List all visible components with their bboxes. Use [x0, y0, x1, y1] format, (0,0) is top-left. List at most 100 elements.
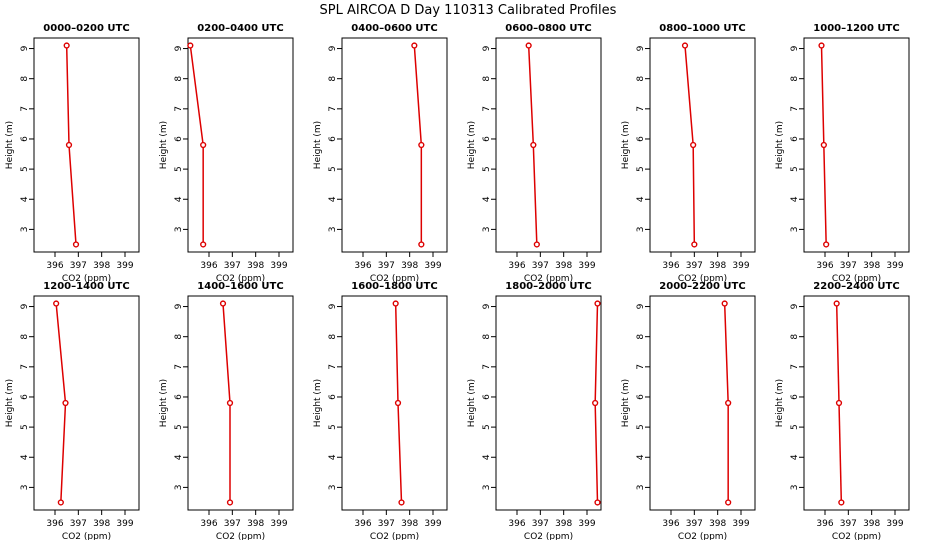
- y-axis-label: Height (m): [5, 379, 15, 427]
- x-axis-label: CO2 (ppm): [678, 274, 727, 284]
- co2-data-point: [820, 141, 827, 149]
- y-tick-label: 7: [636, 106, 646, 112]
- y-tick-label: 3: [790, 485, 800, 491]
- co2-data-point: [690, 141, 697, 149]
- y-tick-label: 9: [174, 45, 184, 51]
- x-tick-label: 397: [532, 519, 549, 529]
- plot-frame: [649, 295, 756, 511]
- co2-data-point: [394, 399, 402, 407]
- y-tick-label: 7: [174, 106, 184, 112]
- co2-data-point: [398, 499, 405, 506]
- y-tick-label: 7: [636, 364, 646, 370]
- y-tick-label: 6: [790, 136, 800, 142]
- panel-title: 1600–1800 UTC: [351, 281, 437, 292]
- y-tick-label: 6: [174, 136, 184, 142]
- panel-title: 1200–1400 UTC: [43, 281, 129, 292]
- x-tick-label: 396: [816, 261, 833, 271]
- co2-data-point: [594, 300, 601, 307]
- y-tick-label: 8: [174, 76, 184, 82]
- co2-data-point: [835, 399, 843, 407]
- plot-frame: [495, 295, 602, 511]
- x-tick-label: 399: [886, 519, 903, 529]
- y-axis-label: Height (m): [467, 379, 477, 427]
- profile-panel: 0800–1000 UTC 396 397 398 399 3 4 5 6 7 8 9 CO2 (ppm…: [621, 23, 756, 284]
- profile-panel: 2200–2400 UTC 396 397 398 399 3 4 5 6 7 8 9 CO2 (ppm…: [775, 281, 910, 540]
- x-tick-label: 398: [555, 519, 572, 529]
- x-axis-label: CO2 (ppm): [832, 274, 881, 284]
- y-tick-label: 7: [328, 364, 338, 370]
- x-tick-label: 396: [354, 519, 371, 529]
- co2-data-point: [418, 141, 425, 149]
- co2-data-point: [533, 241, 540, 248]
- x-tick-label: 397: [224, 519, 241, 529]
- x-tick-label: 399: [424, 261, 441, 271]
- x-tick-label: 396: [662, 519, 679, 529]
- x-tick-label: 396: [46, 261, 63, 271]
- y-tick-label: 5: [790, 166, 800, 172]
- co2-data-point: [818, 42, 825, 49]
- co2-data-point: [411, 42, 418, 49]
- y-tick-label: 5: [482, 424, 492, 430]
- x-axis-label: CO2 (ppm): [370, 532, 419, 540]
- x-tick-label: 397: [840, 261, 857, 271]
- y-tick-label: 3: [328, 227, 338, 233]
- plot-frame: [803, 295, 910, 511]
- x-axis-label: CO2 (ppm): [678, 532, 727, 540]
- x-tick-label: 396: [662, 261, 679, 271]
- y-tick-label: 5: [636, 166, 646, 172]
- co2-data-point: [219, 300, 227, 307]
- y-tick-label: 4: [174, 196, 184, 202]
- y-tick-label: 9: [328, 45, 338, 51]
- x-tick-label: 396: [508, 519, 525, 529]
- plot-frame: [341, 295, 448, 511]
- profile-panel: 2000–2200 UTC 396 397 398 399 3 4 5 6 7 8 9 CO2 (ppm…: [621, 281, 756, 540]
- y-tick-label: 4: [636, 196, 646, 202]
- y-axis-label: Height (m): [775, 379, 785, 427]
- co2-data-point: [226, 499, 234, 506]
- x-tick-label: 397: [686, 261, 703, 271]
- co2-data-point: [63, 42, 70, 49]
- y-tick-label: 9: [20, 45, 30, 51]
- x-axis-label: CO2 (ppm): [370, 274, 419, 284]
- y-tick-label: 3: [636, 227, 646, 233]
- profile-panel: 1000–1200 UTC 396 397 398 399 3 4 5 6 7 8 9 CO2 (ppm…: [775, 23, 910, 284]
- x-tick-label: 398: [247, 261, 264, 271]
- y-tick-label: 9: [636, 303, 646, 309]
- y-tick-label: 8: [790, 76, 800, 82]
- y-tick-label: 3: [20, 485, 30, 491]
- y-tick-label: 5: [482, 166, 492, 172]
- y-tick-label: 7: [20, 364, 30, 370]
- y-tick-label: 5: [328, 166, 338, 172]
- y-tick-label: 7: [328, 106, 338, 112]
- panel-title: 0800–1000 UTC: [659, 23, 745, 34]
- y-tick-label: 3: [174, 485, 184, 491]
- y-tick-label: 5: [174, 424, 184, 430]
- y-tick-label: 8: [328, 76, 338, 82]
- y-tick-label: 3: [174, 227, 184, 233]
- y-axis-label: Height (m): [313, 379, 323, 427]
- y-axis-label: Height (m): [621, 379, 631, 427]
- x-tick-label: 398: [863, 519, 880, 529]
- x-tick-label: 398: [247, 519, 264, 529]
- profile-panel: 1800–2000 UTC 396 397 398 399 3 4 5 6 7 8 9 CO2 (ppm…: [467, 281, 602, 540]
- y-tick-label: 8: [174, 334, 184, 340]
- y-tick-label: 5: [174, 166, 184, 172]
- x-tick-label: 398: [555, 261, 572, 271]
- y-tick-label: 9: [328, 303, 338, 309]
- x-axis-label: CO2 (ppm): [216, 532, 265, 540]
- x-tick-label: 399: [424, 519, 441, 529]
- x-tick-label: 396: [200, 519, 217, 529]
- profile-panel: 0200–0400 UTC 396 397 398 399 3 4 5 6 7 8 9 CO2 (ppm…: [159, 23, 294, 284]
- y-axis-label: Height (m): [5, 121, 15, 169]
- profile-panel: 0600–0800 UTC 396 397 398 399 3 4 5 6 7 8 9 CO2 (ppm…: [467, 23, 602, 284]
- x-tick-label: 397: [686, 519, 703, 529]
- y-tick-label: 8: [482, 76, 492, 82]
- co2-data-point: [62, 399, 69, 407]
- y-tick-label: 8: [328, 334, 338, 340]
- y-tick-label: 3: [20, 227, 30, 233]
- y-tick-label: 8: [790, 334, 800, 340]
- y-tick-label: 4: [790, 196, 800, 202]
- y-tick-label: 6: [328, 136, 338, 142]
- x-tick-label: 398: [93, 519, 110, 529]
- co2-data-point: [65, 141, 73, 149]
